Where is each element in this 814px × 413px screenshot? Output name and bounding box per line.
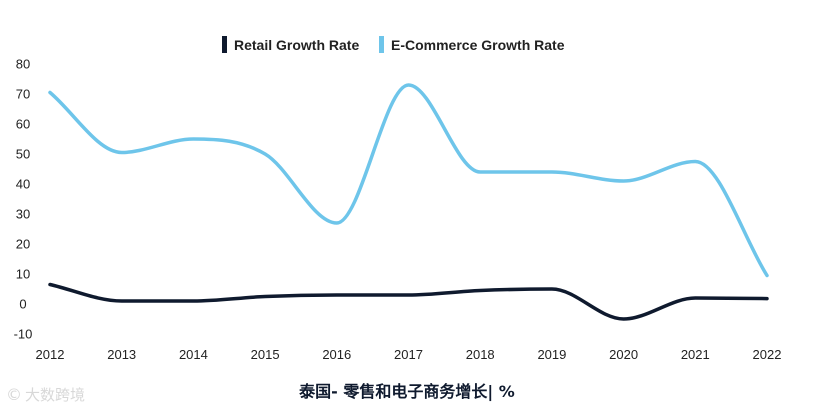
legend-swatch [379, 36, 384, 53]
y-tick-label: 70 [16, 87, 30, 102]
data-point [407, 83, 410, 87]
y-tick-label: -10 [14, 327, 33, 342]
y-tick-label: 30 [16, 207, 30, 222]
legend-label: Retail Growth Rate [234, 37, 359, 53]
series-lines [48, 83, 769, 321]
data-point [263, 295, 267, 298]
data-point [622, 317, 626, 321]
x-tick-label: 2021 [681, 347, 710, 362]
data-point [765, 297, 769, 301]
x-tick-label: 2013 [107, 347, 136, 362]
watermark-text: 大数跨境 [25, 386, 86, 404]
y-tick-label: 20 [16, 237, 30, 252]
y-axis: -10 0 10 20 30 40 50 60 70 80 [14, 57, 33, 342]
data-point [335, 293, 339, 297]
data-point [693, 160, 697, 163]
y-tick-label: 0 [19, 297, 26, 312]
watermark: © 大数跨境 [6, 384, 85, 405]
data-point [335, 221, 339, 225]
data-point [263, 152, 267, 156]
chart-title: 泰国- 零售和电子商务增长| % [299, 382, 515, 401]
x-axis: 2012 2013 2014 2015 2016 2017 2018 2019 2020 2021… [36, 347, 782, 362]
data-point [191, 299, 195, 303]
data-point [622, 179, 626, 183]
x-tick-label: 2015 [251, 347, 280, 362]
data-point [478, 289, 482, 292]
data-point [120, 299, 124, 303]
x-tick-label: 2017 [394, 347, 423, 362]
x-tick-label: 2020 [609, 347, 638, 362]
y-tick-label: 10 [16, 267, 30, 282]
data-point [550, 287, 554, 291]
x-tick-label: 2014 [179, 347, 208, 362]
data-point [478, 170, 482, 174]
x-tick-label: 2012 [36, 347, 65, 362]
x-tick-label: 2018 [466, 347, 495, 362]
y-tick-label: 80 [16, 57, 30, 72]
data-point [407, 293, 410, 297]
data-point [48, 91, 52, 94]
legend-label: E-Commerce Growth Rate [391, 37, 565, 53]
series-line-retail [48, 282, 769, 321]
legend-swatch [222, 36, 227, 53]
x-tick-label: 2019 [537, 347, 566, 362]
y-tick-label: 60 [16, 117, 30, 132]
x-tick-label: 2016 [322, 347, 351, 362]
watermark-icon: © [6, 385, 22, 404]
y-tick-label: 50 [16, 147, 30, 162]
data-point [48, 283, 52, 286]
x-tick-label: 2022 [753, 347, 782, 362]
data-point [550, 170, 554, 174]
data-point [191, 137, 195, 141]
data-point [693, 296, 697, 300]
legend: Retail Growth Rate E-Commerce Growth Rate [222, 36, 565, 53]
data-point [765, 274, 769, 277]
series-line-ecommerce [48, 83, 769, 278]
data-point [120, 151, 124, 154]
y-tick-label: 40 [16, 177, 30, 192]
